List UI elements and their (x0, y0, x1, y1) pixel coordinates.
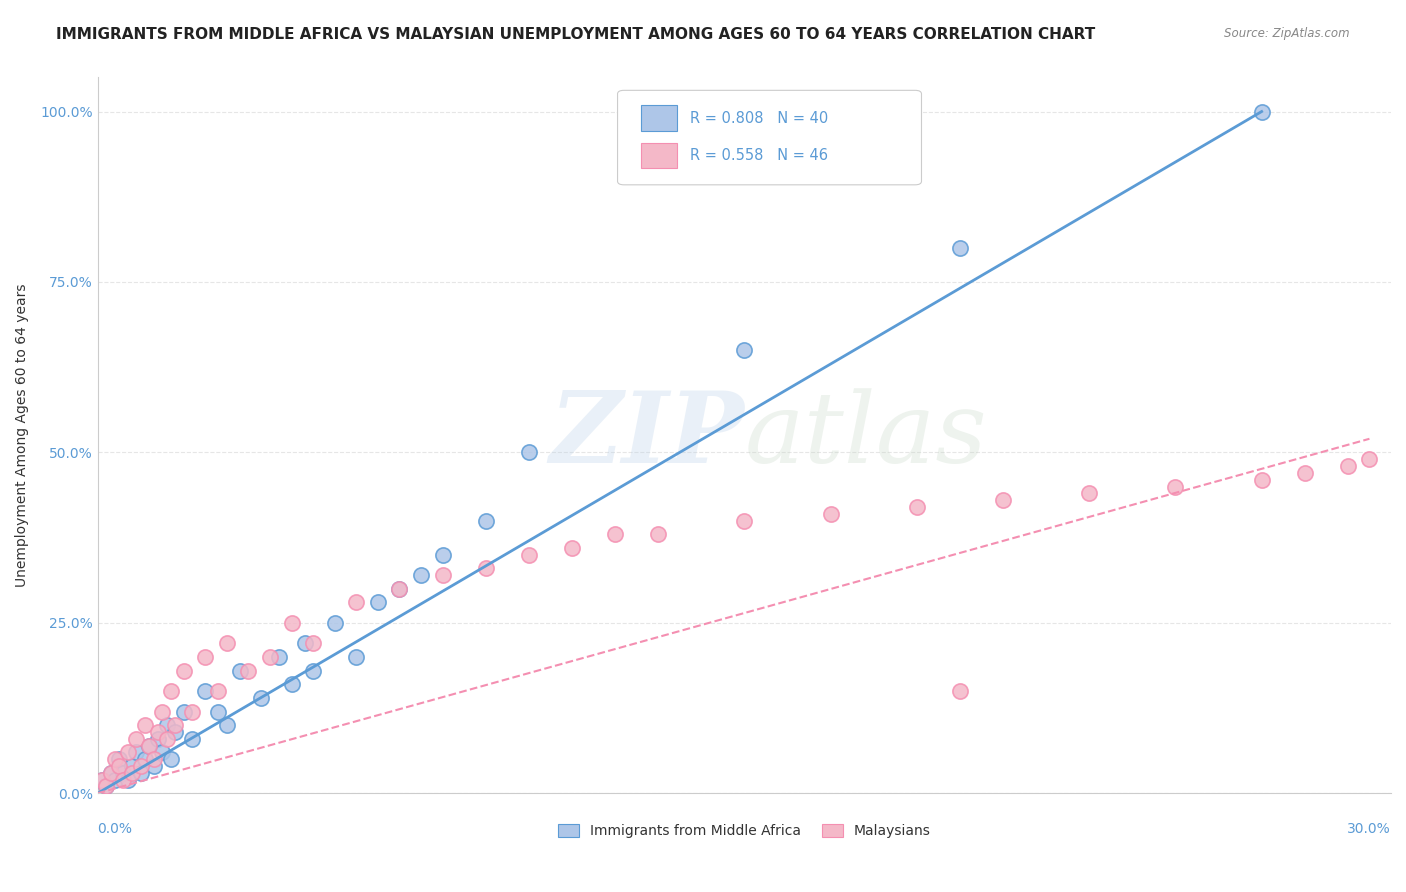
Y-axis label: Unemployment Among Ages 60 to 64 years: Unemployment Among Ages 60 to 64 years (15, 284, 30, 587)
Point (129, 765, 152, 780)
Point (104, 752, 127, 766)
Point (733, 343, 755, 358)
Point (1078, 486, 1101, 500)
Point (294, 636, 316, 650)
FancyBboxPatch shape (617, 90, 921, 185)
Text: 30.0%: 30.0% (1347, 822, 1391, 836)
Point (647, 527, 669, 541)
Point (150, 705, 173, 719)
Point (138, 739, 160, 753)
Point (181, 731, 204, 746)
Point (207, 705, 229, 719)
Point (409, 568, 432, 582)
Point (134, 718, 156, 732)
Point (96, 780, 118, 794)
Point (517, 548, 540, 562)
Point (173, 705, 195, 719)
Point (100, 765, 122, 780)
Point (267, 650, 290, 665)
Point (117, 772, 139, 787)
Text: R = 0.558   N = 46: R = 0.558 N = 46 (690, 148, 828, 163)
Point (388, 582, 411, 596)
Point (215, 718, 238, 732)
Point (1250, 473, 1272, 487)
Text: R = 0.808   N = 40: R = 0.808 N = 40 (690, 111, 828, 126)
Point (432, 548, 454, 562)
Point (142, 759, 165, 773)
Text: IMMIGRANTS FROM MIDDLE AFRICA VS MALAYSIAN UNEMPLOYMENT AMONG AGES 60 TO 64 YEAR: IMMIGRANTS FROM MIDDLE AFRICA VS MALAYSI… (56, 27, 1095, 42)
Point (949, 241, 972, 255)
Point (344, 595, 367, 609)
Point (155, 718, 177, 732)
Point (173, 664, 195, 678)
Point (108, 752, 131, 766)
Point (142, 752, 165, 766)
Point (250, 690, 273, 705)
Point (104, 772, 127, 787)
Point (160, 752, 183, 766)
Bar (641, 143, 678, 169)
Point (121, 765, 143, 780)
Point (160, 684, 183, 698)
Point (215, 636, 238, 650)
Point (344, 650, 367, 665)
Point (474, 514, 496, 528)
Point (125, 746, 148, 760)
Legend: Immigrants from Middle Africa, Malaysians: Immigrants from Middle Africa, Malaysian… (553, 819, 936, 844)
Point (949, 684, 972, 698)
Point (125, 731, 148, 746)
Point (280, 677, 302, 691)
Text: atlas: atlas (744, 388, 987, 483)
Point (561, 541, 583, 555)
Point (517, 445, 540, 459)
Point (1358, 452, 1381, 467)
Point (367, 595, 389, 609)
Point (280, 615, 302, 630)
Point (238, 664, 260, 678)
Point (905, 500, 928, 514)
Point (733, 514, 755, 528)
Point (194, 650, 217, 665)
Point (1294, 466, 1316, 480)
Point (820, 507, 842, 521)
Point (108, 759, 131, 773)
Point (229, 664, 252, 678)
Point (165, 725, 187, 739)
Point (146, 725, 169, 739)
Text: ZIP: ZIP (550, 387, 744, 483)
Point (96, 780, 118, 794)
Point (259, 650, 281, 665)
Text: 0.0%: 0.0% (97, 822, 132, 836)
Point (207, 684, 229, 698)
Point (129, 759, 152, 773)
Point (194, 684, 217, 698)
Point (155, 731, 177, 746)
Point (112, 765, 135, 780)
Point (603, 527, 626, 541)
Point (388, 582, 411, 596)
Point (1250, 104, 1272, 119)
Point (1164, 479, 1187, 493)
Point (90, 772, 112, 787)
Point (1337, 458, 1360, 473)
Point (121, 759, 143, 773)
Point (150, 746, 173, 760)
Point (474, 561, 496, 575)
Point (302, 636, 325, 650)
Point (181, 705, 204, 719)
Point (323, 615, 346, 630)
Point (90, 772, 112, 787)
Point (134, 752, 156, 766)
Point (432, 568, 454, 582)
Text: Source: ZipAtlas.com: Source: ZipAtlas.com (1225, 27, 1350, 40)
Point (165, 718, 187, 732)
Point (146, 731, 169, 746)
Point (138, 739, 160, 753)
Point (991, 493, 1014, 508)
Bar (641, 105, 678, 131)
Point (117, 746, 139, 760)
Point (112, 772, 135, 787)
Point (302, 664, 325, 678)
Point (100, 765, 122, 780)
